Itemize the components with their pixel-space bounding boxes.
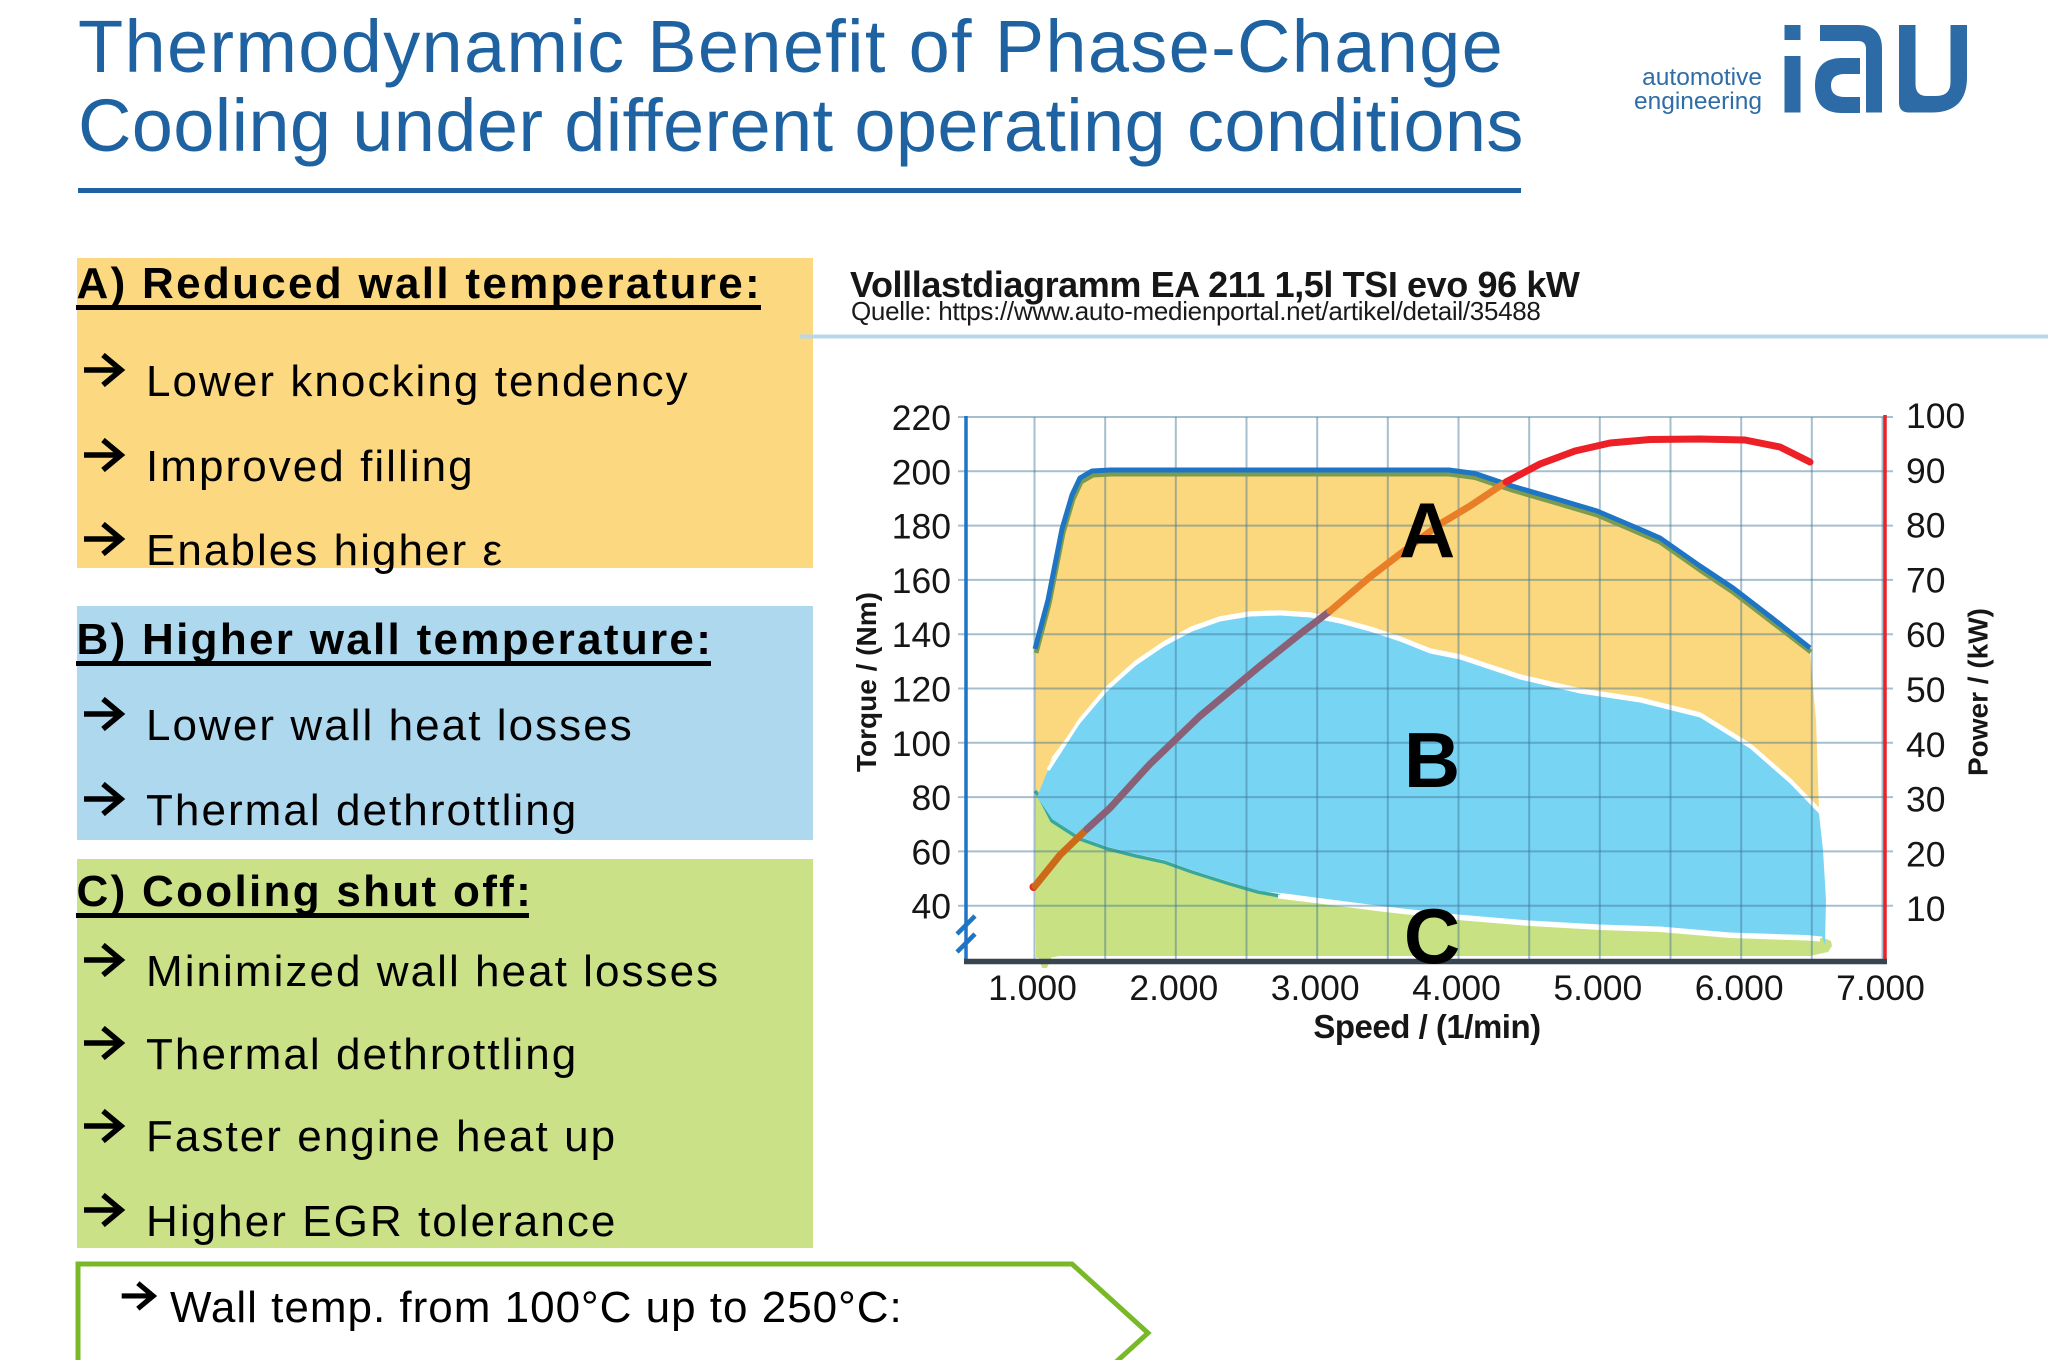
svg-text:Volllastdiagramm EA 211 1,5l T: Volllastdiagramm EA 211 1,5l TSI evo 96 …: [850, 264, 1580, 305]
svg-text:7.000: 7.000: [1836, 968, 1925, 1008]
svg-text:automotive: automotive: [1642, 64, 1762, 91]
svg-text:2.000: 2.000: [1129, 968, 1218, 1008]
svg-text:70: 70: [1906, 560, 1946, 600]
svg-text:C: C: [1404, 892, 1460, 980]
svg-text:5.000: 5.000: [1553, 968, 1642, 1008]
svg-text:Torque / (Nm): Torque / (Nm): [851, 592, 882, 772]
svg-text:140: 140: [892, 615, 951, 655]
svg-text:180: 180: [892, 507, 951, 547]
svg-text:1.000: 1.000: [988, 968, 1077, 1008]
svg-text:30: 30: [1906, 780, 1946, 820]
svg-text:B: B: [1404, 716, 1460, 804]
svg-text:90: 90: [1906, 451, 1946, 491]
svg-text:Wall temp. from 100°C up to 25: Wall temp. from 100°C up to 250°C:: [170, 1283, 903, 1332]
svg-text:Quelle: https://www.auto-medie: Quelle: https://www.auto-medienportal.ne…: [851, 296, 1541, 326]
svg-text:Speed / (1/min): Speed / (1/min): [1313, 1008, 1540, 1045]
svg-text:120: 120: [892, 670, 951, 710]
svg-text:40: 40: [912, 887, 952, 927]
svg-text:220: 220: [892, 398, 951, 438]
svg-text:100: 100: [892, 724, 951, 764]
svg-text:200: 200: [892, 452, 951, 492]
svg-text:50: 50: [1906, 670, 1946, 710]
svg-text:60: 60: [912, 832, 952, 872]
svg-text:A: A: [1399, 486, 1455, 574]
svg-text:6.000: 6.000: [1695, 968, 1784, 1008]
svg-text:engineering: engineering: [1634, 88, 1762, 115]
svg-text:Power / (kW): Power / (kW): [1963, 608, 1994, 776]
svg-text:10: 10: [1906, 889, 1946, 929]
svg-text:4.000: 4.000: [1412, 968, 1501, 1008]
svg-text:20: 20: [1906, 834, 1946, 874]
svg-text:60: 60: [1906, 615, 1946, 655]
svg-text:100: 100: [1906, 396, 1965, 436]
svg-text:160: 160: [892, 561, 951, 601]
svg-text:40: 40: [1906, 725, 1946, 765]
svg-text:80: 80: [912, 778, 952, 818]
svg-text:80: 80: [1906, 506, 1946, 546]
svg-text:3.000: 3.000: [1271, 968, 1360, 1008]
